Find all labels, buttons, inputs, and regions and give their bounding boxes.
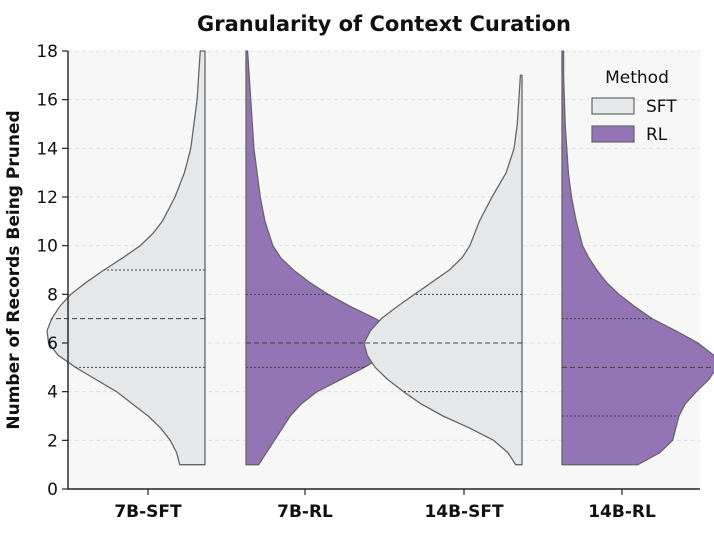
y-tick-label: 14 [36, 139, 58, 159]
y-tick-label: 8 [47, 285, 58, 305]
x-tick-label: 7B-SFT [114, 502, 182, 522]
y-tick-label: 16 [36, 91, 58, 111]
violin-body [363, 74, 523, 466]
x-tick-label: 14B-RL [588, 502, 656, 522]
x-tick-label: 14B-SFT [424, 502, 504, 522]
violin-body [245, 50, 405, 466]
y-tick-label: 6 [47, 334, 58, 354]
violin-body [561, 50, 714, 466]
legend: Method SFT RL [591, 68, 677, 145]
y-ticks: 0 2 4 6 8 10 12 14 16 18 [36, 42, 68, 500]
axes [67, 51, 700, 490]
chart-title: Granularity of Context Curation [197, 12, 571, 36]
legend-label: RL [646, 125, 668, 145]
x-ticks: 7B-SFT 7B-RL 14B-SFT 14B-RL [114, 489, 656, 522]
y-tick-label: 12 [36, 188, 58, 208]
y-tick-label: 18 [36, 42, 58, 62]
legend-title: Method [605, 68, 669, 88]
y-tick-label: 0 [47, 480, 58, 500]
violin-14B-SFT [363, 74, 523, 466]
y-tick-label: 4 [47, 383, 58, 403]
y-tick-label: 10 [36, 237, 58, 257]
violin-7B-SFT [46, 50, 206, 466]
violin-body [46, 50, 206, 466]
y-tick-label: 2 [47, 431, 58, 451]
violin-14B-RL [561, 50, 714, 466]
legend-label: SFT [646, 97, 677, 117]
y-axis-label: Number of Records Being Pruned [4, 110, 24, 429]
legend-swatch [591, 125, 635, 143]
x-tick-label: 7B-RL [277, 502, 333, 522]
legend-swatch [591, 97, 635, 115]
violins [46, 50, 714, 466]
